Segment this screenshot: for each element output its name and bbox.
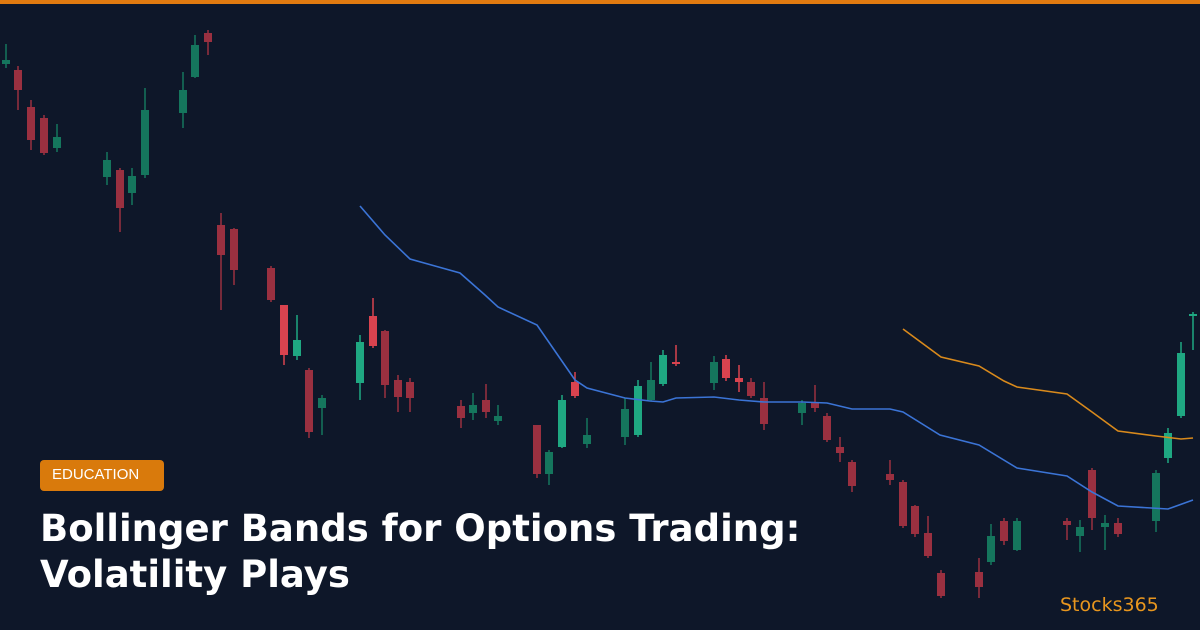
decor-candle: [394, 380, 402, 397]
decor-candle: [545, 452, 553, 474]
decor-candle: [482, 400, 490, 412]
decor-candle: [293, 340, 301, 356]
brand-name: Stocks365: [1060, 594, 1159, 616]
decor-candle: [1164, 433, 1172, 458]
decor-candle: [571, 382, 579, 396]
decor-candle: [975, 572, 983, 587]
decor-candle: [811, 402, 819, 408]
decor-candle: [1076, 527, 1084, 536]
decor-candle: [356, 342, 364, 383]
decor-candle: [103, 160, 111, 177]
decor-candle: [53, 137, 61, 148]
decor-candle: [987, 536, 995, 562]
decor-candle: [672, 362, 680, 364]
decor-candle: [128, 176, 136, 193]
decor-candle: [848, 462, 856, 486]
decor-candle: [634, 386, 642, 435]
decor-candle: [116, 170, 124, 208]
decor-band-line: [902, 328, 1194, 440]
decor-band-line: [359, 205, 1194, 510]
decor-candle: [1114, 523, 1122, 534]
decor-candle: [659, 355, 667, 384]
decor-candle: [937, 573, 945, 596]
decor-candle: [1101, 523, 1109, 527]
decor-candle: [318, 398, 326, 408]
decor-candle: [1088, 470, 1096, 518]
decor-candle: [1000, 521, 1008, 541]
title-line: Volatility Plays: [40, 553, 350, 596]
decor-candle: [583, 435, 591, 444]
decor-candle: [710, 362, 718, 383]
decor-candle: [924, 533, 932, 556]
decor-candle: [469, 405, 477, 413]
decor-candle: [1013, 521, 1021, 550]
decor-candle: [204, 33, 212, 42]
category-badge: [40, 460, 164, 491]
decor-candle: [886, 474, 894, 480]
decor-candle: [747, 382, 755, 396]
top-accent-bar: [0, 0, 1200, 4]
decor-candle: [40, 118, 48, 153]
decor-candle: [191, 45, 199, 77]
decor-candle: [406, 382, 414, 398]
decor-candle: [823, 416, 831, 440]
decor-candle: [1189, 314, 1197, 316]
decor-candle: [369, 316, 377, 346]
decor-candle: [2, 60, 10, 64]
decor-candle: [722, 359, 730, 378]
decor-candle: [305, 370, 313, 432]
decor-candle: [1063, 521, 1071, 525]
decor-candle: [621, 409, 629, 437]
decor-candle: [141, 110, 149, 175]
decorative-chart: [2, 30, 1197, 598]
decor-candle: [911, 506, 919, 534]
decor-candle: [760, 398, 768, 424]
decor-candle: [836, 447, 844, 453]
decor-candle: [494, 416, 502, 421]
decor-candle: [230, 229, 238, 270]
decor-candle: [647, 380, 655, 400]
decor-candle: [217, 225, 225, 255]
decor-candle: [27, 107, 35, 140]
decor-candle: [1152, 473, 1160, 521]
decor-candle: [381, 331, 389, 385]
decor-candle: [798, 403, 806, 413]
decor-candle: [457, 406, 465, 418]
decor-candle: [558, 400, 566, 447]
badge-label: EDUCATION: [52, 466, 139, 483]
title-line: Bollinger Bands for Options Trading:: [40, 507, 800, 550]
decor-candle: [735, 378, 743, 382]
decor-candle: [533, 425, 541, 474]
decor-candle: [280, 305, 288, 355]
decor-candle: [1177, 353, 1185, 416]
decor-candle: [899, 482, 907, 526]
decor-candle: [267, 268, 275, 300]
decor-candle: [179, 90, 187, 113]
decor-candle: [14, 70, 22, 90]
